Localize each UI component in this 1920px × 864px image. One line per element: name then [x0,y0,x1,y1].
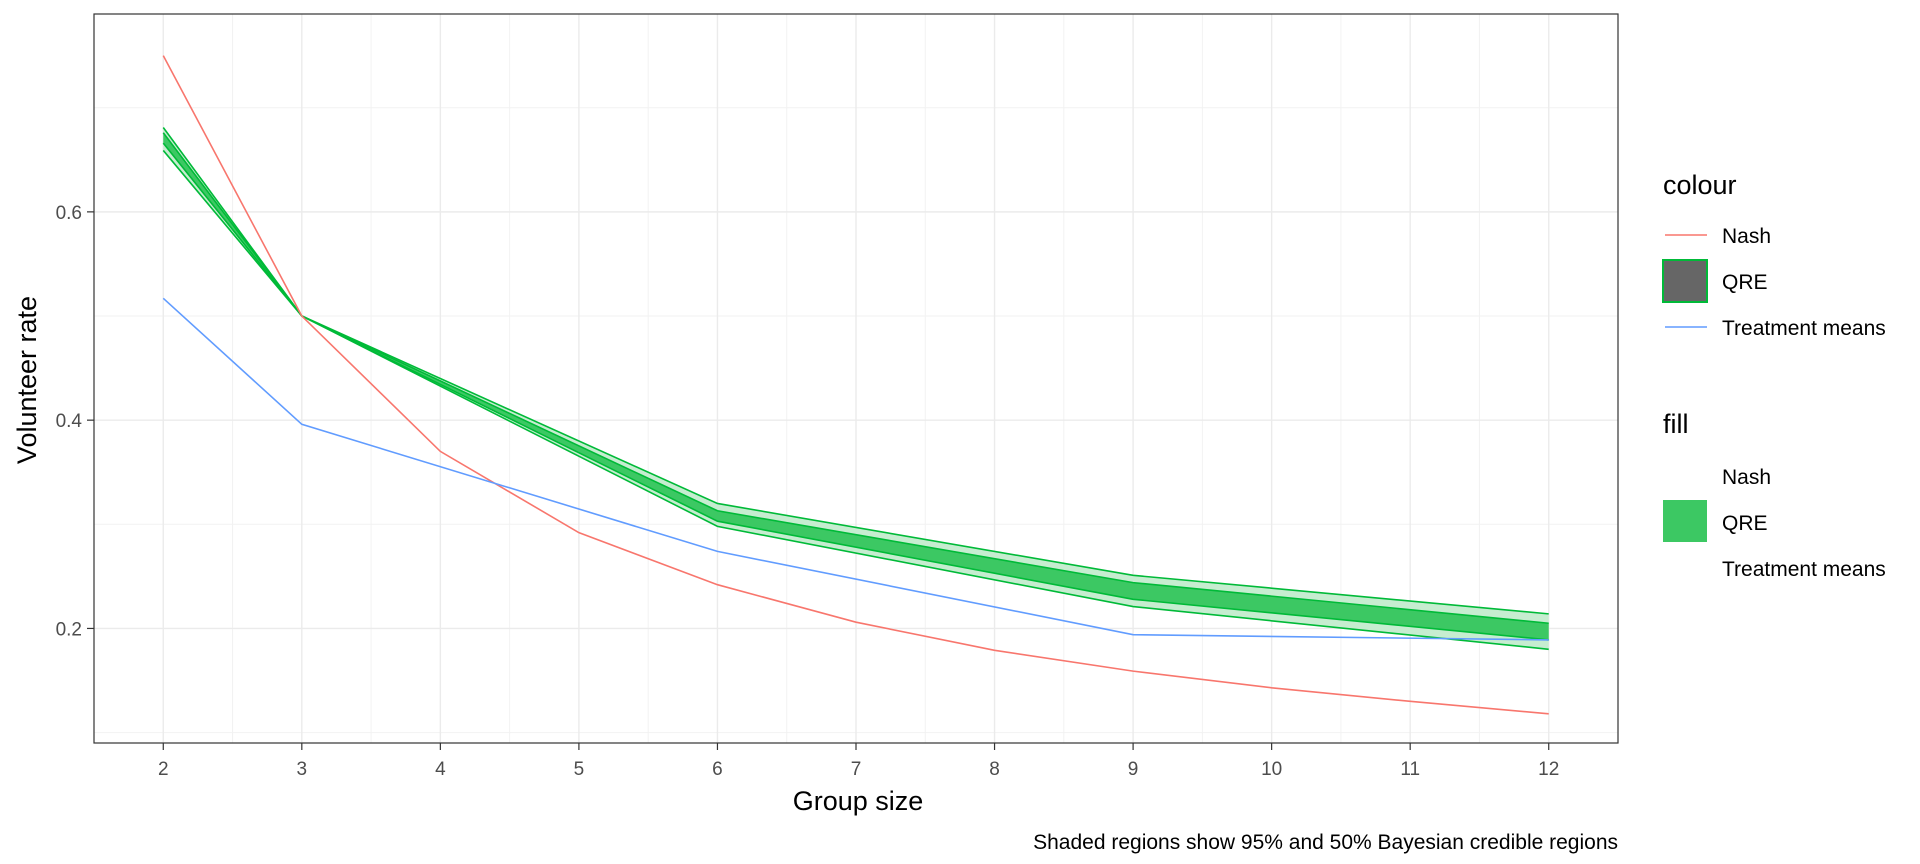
qre-band-50 [163,132,1549,640]
legend-fill: fill Nash QRE Treatment means [1663,409,1886,581]
y-tick-label: 0.2 [56,619,82,640]
legend-label-treatment: Treatment means [1722,317,1886,340]
x-tick-label: 2 [158,759,169,780]
x-axis-title: Group size [793,786,924,816]
x-tick-label: 11 [1400,759,1420,780]
legend-label-qre: QRE [1722,271,1768,294]
legend-fill-key-qre [1663,500,1707,542]
x-tick-label: 5 [574,759,585,780]
qre-credible-bands [162,127,1549,651]
x-tick-label: 4 [435,759,446,780]
plot-panel [93,13,1619,744]
x-tick-label: 3 [297,759,308,780]
x-tick-label: 9 [1128,759,1139,780]
chart-caption: Shaded regions show 95% and 50% Bayesian… [1033,831,1618,854]
series-lines [162,55,1549,715]
qre-band-50-lower-line [162,142,1549,641]
qre-band-50-upper-line [162,132,1549,625]
legend-label-nash: Nash [1722,225,1771,248]
x-tick-label: 7 [851,759,862,780]
legend-colour-title: colour [1663,170,1737,200]
x-tick-label: 10 [1261,759,1282,780]
y-axis: 0.2 0.4 0.6 [56,203,94,640]
legend-fill-label-treatment: Treatment means [1722,558,1886,581]
x-axis: 2 3 4 5 6 7 8 9 10 11 12 [158,743,1559,780]
qre-band-95-upper-line [162,127,1549,615]
x-tick-label: 8 [989,759,1000,780]
legend-key-qre-box [1662,259,1708,303]
legend-fill-label-nash: Nash [1722,466,1771,489]
y-axis-title: Volunteer rate [12,296,42,464]
x-tick-label: 12 [1538,759,1559,780]
series-line-nash [162,55,1549,715]
legend-fill-label-qre: QRE [1722,512,1768,535]
legend-fill-title: fill [1663,409,1689,439]
x-tick-label: 6 [712,759,723,780]
series-line-treatment-means [162,297,1549,641]
legend-colour: colour Nash QRE Treatment means [1662,170,1886,340]
qre-band-95-lower-line [162,149,1549,651]
y-tick-label: 0.4 [56,411,83,432]
y-tick-label: 0.6 [56,203,82,224]
